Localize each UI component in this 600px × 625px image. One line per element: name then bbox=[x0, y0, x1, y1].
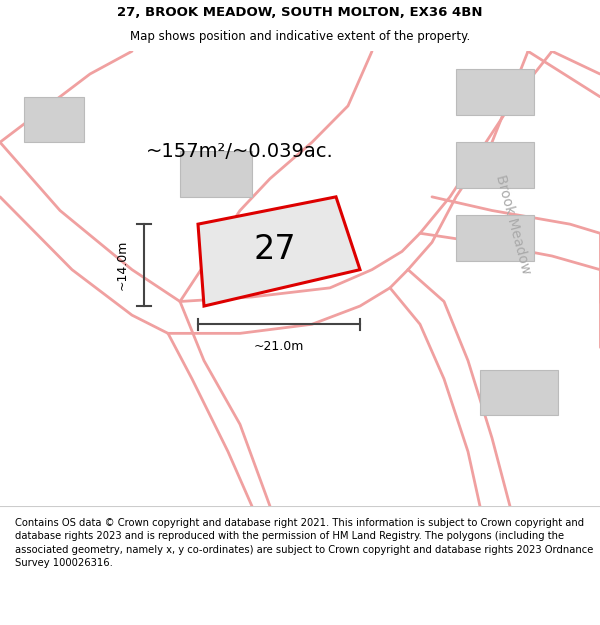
Text: ~21.0m: ~21.0m bbox=[254, 340, 304, 353]
Bar bbox=[456, 215, 534, 261]
Text: 27: 27 bbox=[253, 232, 296, 266]
Bar bbox=[480, 370, 558, 415]
Text: ~157m²/~0.039ac.: ~157m²/~0.039ac. bbox=[146, 142, 334, 161]
Bar bbox=[180, 151, 252, 197]
Polygon shape bbox=[198, 197, 360, 306]
Text: Contains OS data © Crown copyright and database right 2021. This information is : Contains OS data © Crown copyright and d… bbox=[15, 518, 593, 568]
Text: ~14.0m: ~14.0m bbox=[116, 240, 129, 290]
Text: 27, BROOK MEADOW, SOUTH MOLTON, EX36 4BN: 27, BROOK MEADOW, SOUTH MOLTON, EX36 4BN bbox=[117, 6, 483, 19]
Text: Map shows position and indicative extent of the property.: Map shows position and indicative extent… bbox=[130, 31, 470, 43]
Bar bbox=[24, 97, 84, 142]
Bar bbox=[456, 142, 534, 188]
Text: Brook Meadow: Brook Meadow bbox=[493, 173, 533, 276]
Bar bbox=[456, 69, 534, 115]
